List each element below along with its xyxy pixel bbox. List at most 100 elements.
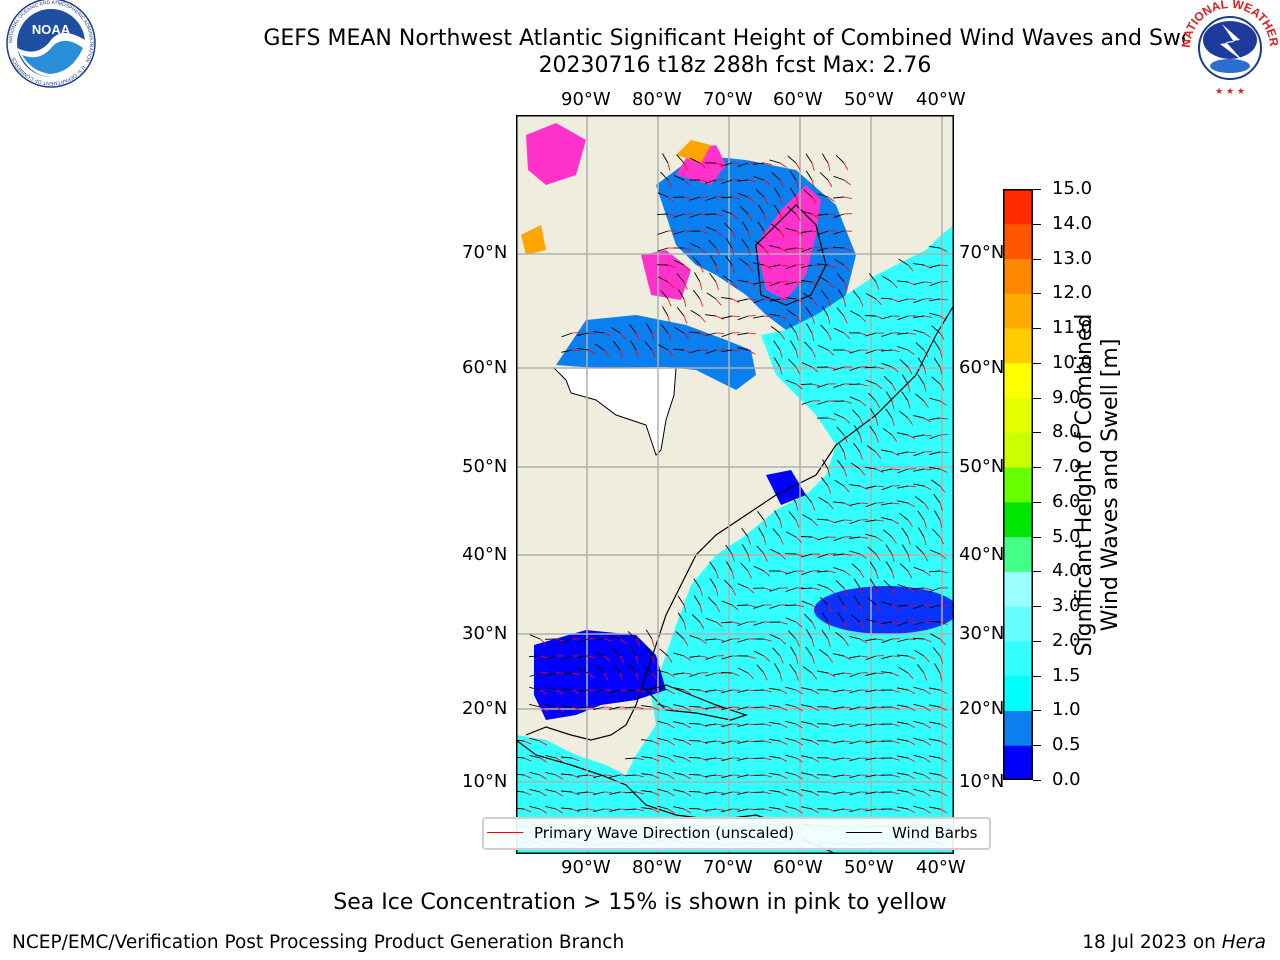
colorbar-tick-mark xyxy=(1033,467,1041,469)
wind-barb xyxy=(930,479,941,487)
wind-barb xyxy=(838,289,845,300)
wind-barb xyxy=(883,529,893,538)
wind-barb xyxy=(688,331,701,334)
wave-direction-arrow xyxy=(843,179,851,186)
legend-black-line xyxy=(846,832,882,833)
wind-barb xyxy=(930,633,941,640)
wave-direction-arrow xyxy=(523,791,532,796)
wave-direction-arrow xyxy=(587,332,597,334)
wind-barb xyxy=(913,720,925,725)
wind-barb xyxy=(913,703,925,708)
wind-barb xyxy=(929,789,941,793)
wind-barb xyxy=(769,772,781,776)
wave-direction-arrow xyxy=(683,247,692,251)
wave-direction-arrow xyxy=(891,451,900,457)
wave-direction-arrow xyxy=(667,655,673,664)
wind-barb xyxy=(880,297,893,300)
lat-label-right-20n: 20°N xyxy=(959,698,1005,719)
wave-direction-arrow xyxy=(779,196,783,205)
wave-direction-arrow xyxy=(683,162,688,171)
wind-barb xyxy=(676,154,685,164)
wave-direction-arrow xyxy=(795,808,804,814)
wind-barb xyxy=(865,774,877,778)
wind-barb xyxy=(658,344,669,351)
wind-barb xyxy=(545,686,557,691)
wave-direction-arrow xyxy=(619,774,629,776)
wave-direction-arrow xyxy=(795,553,804,557)
wave-direction-arrow xyxy=(635,774,644,778)
wind-barb xyxy=(689,635,701,640)
wind-barb xyxy=(738,258,749,266)
wind-barb xyxy=(736,604,749,606)
wave-direction-arrow xyxy=(651,740,660,745)
wind-barb xyxy=(817,570,829,573)
wind-barb xyxy=(913,621,925,626)
wind-barb xyxy=(929,312,941,317)
wind-barb xyxy=(659,648,669,657)
wind-barb xyxy=(866,445,877,453)
wind-barb xyxy=(802,292,813,300)
wind-barb xyxy=(898,258,909,266)
wind-barb xyxy=(736,179,749,182)
wind-barb xyxy=(849,723,861,728)
wind-barb xyxy=(817,583,829,589)
wave-direction-arrow xyxy=(811,621,816,630)
wave-direction-arrow xyxy=(827,298,832,307)
wave-direction-arrow xyxy=(731,264,735,273)
wind-barb xyxy=(805,646,813,657)
wave-direction-arrow xyxy=(843,264,850,272)
wind-barb xyxy=(753,315,765,319)
wind-barb xyxy=(881,449,893,453)
wave-direction-arrow xyxy=(555,791,564,797)
wave-direction-arrow xyxy=(795,366,800,375)
wind-barb xyxy=(805,170,813,181)
wave-direction-arrow xyxy=(939,315,948,321)
wind-barb xyxy=(560,705,573,708)
wave-direction-arrow xyxy=(843,757,852,760)
wave-direction-arrow xyxy=(763,570,771,577)
wind-barb xyxy=(865,466,877,470)
wind-barb xyxy=(785,805,797,810)
wind-barb xyxy=(769,738,781,742)
wind-barb xyxy=(677,595,685,606)
wind-barb xyxy=(769,604,781,609)
wind-barb xyxy=(592,638,605,641)
wind-barb xyxy=(785,247,797,251)
wave-direction-arrow xyxy=(699,247,707,254)
colorbar-swatch xyxy=(1003,189,1033,225)
wind-barb xyxy=(913,315,925,318)
wave-direction-arrow xyxy=(571,774,580,779)
wave-direction-arrow xyxy=(827,740,836,744)
wind-barb xyxy=(898,666,909,674)
wave-direction-arrow xyxy=(667,196,675,203)
wind-barb xyxy=(784,604,797,607)
wind-barb xyxy=(737,192,749,198)
sea-ice-arctic xyxy=(526,123,586,185)
wave-direction-arrow xyxy=(715,723,724,726)
wind-barb xyxy=(560,773,573,776)
wave-direction-arrow xyxy=(747,587,755,594)
colorbar-swatch xyxy=(1003,432,1033,468)
wind-barb xyxy=(913,329,925,334)
colorbar-tick-label: 14.0 xyxy=(1052,212,1093,234)
wave-direction-arrow xyxy=(859,536,868,539)
wave-direction-arrow xyxy=(891,706,900,710)
wave-direction-arrow xyxy=(667,332,672,341)
wave-direction-arrow xyxy=(811,723,820,729)
wind-barb xyxy=(836,273,845,283)
wave-direction-arrow xyxy=(875,434,879,443)
wave-direction-arrow xyxy=(763,315,773,318)
wind-barb xyxy=(897,468,909,474)
low-wave-zone xyxy=(814,586,958,634)
wave-direction-arrow xyxy=(747,553,751,562)
wind-barb xyxy=(641,688,653,691)
wave-direction-arrow xyxy=(763,706,772,710)
wave-direction-arrow xyxy=(939,689,948,695)
wave-direction-arrow xyxy=(651,706,660,711)
wind-barb xyxy=(852,290,861,300)
wave-direction-arrow xyxy=(667,213,676,217)
wind-barb xyxy=(929,772,941,776)
wind-barb xyxy=(641,705,653,708)
wave-direction-arrow xyxy=(843,468,847,477)
wave-direction-arrow xyxy=(779,570,788,574)
